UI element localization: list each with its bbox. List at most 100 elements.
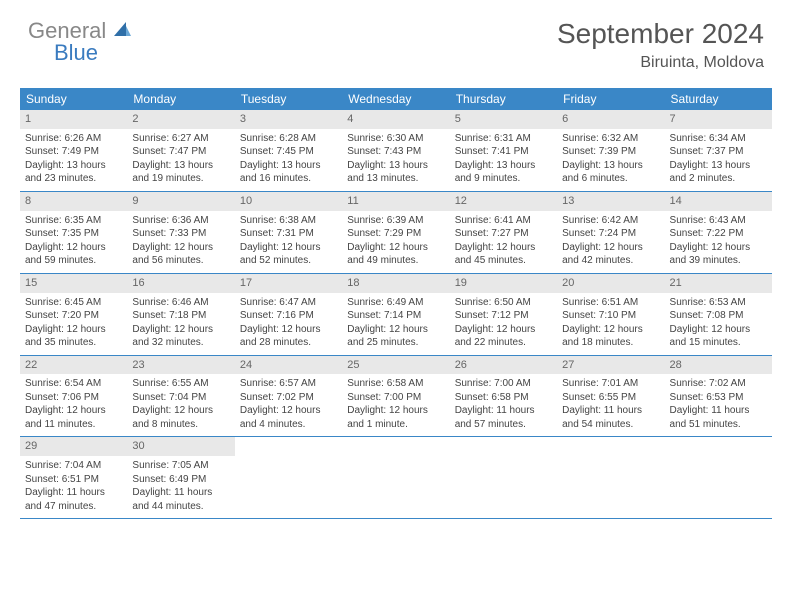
sunset-line: Sunset: 7:39 PM bbox=[562, 145, 659, 159]
weekday-header: Thursday bbox=[450, 88, 557, 110]
daylight-line: Daylight: 11 hours and 44 minutes. bbox=[132, 486, 229, 513]
sunrise-line: Sunrise: 6:57 AM bbox=[240, 377, 337, 391]
day-cell: 4Sunrise: 6:30 AMSunset: 7:43 PMDaylight… bbox=[342, 110, 449, 191]
day-number: 27 bbox=[557, 356, 664, 375]
daylight-line: Daylight: 12 hours and 49 minutes. bbox=[347, 241, 444, 268]
sunset-line: Sunset: 6:55 PM bbox=[562, 391, 659, 405]
day-number: 2 bbox=[127, 110, 234, 129]
daylight-line: Daylight: 12 hours and 11 minutes. bbox=[25, 404, 122, 431]
day-cell: 20Sunrise: 6:51 AMSunset: 7:10 PMDayligh… bbox=[557, 274, 664, 355]
sunset-line: Sunset: 7:41 PM bbox=[455, 145, 552, 159]
day-cell: 27Sunrise: 7:01 AMSunset: 6:55 PMDayligh… bbox=[557, 356, 664, 437]
sunset-line: Sunset: 6:51 PM bbox=[25, 473, 122, 487]
weekday-header: Tuesday bbox=[235, 88, 342, 110]
day-cell: 18Sunrise: 6:49 AMSunset: 7:14 PMDayligh… bbox=[342, 274, 449, 355]
sunset-line: Sunset: 7:33 PM bbox=[132, 227, 229, 241]
day-body: Sunrise: 6:55 AMSunset: 7:04 PMDaylight:… bbox=[127, 374, 234, 436]
daylight-line: Daylight: 12 hours and 56 minutes. bbox=[132, 241, 229, 268]
day-body: Sunrise: 6:45 AMSunset: 7:20 PMDaylight:… bbox=[20, 293, 127, 355]
sunset-line: Sunset: 6:53 PM bbox=[670, 391, 767, 405]
day-number: 13 bbox=[557, 192, 664, 211]
day-cell: 8Sunrise: 6:35 AMSunset: 7:35 PMDaylight… bbox=[20, 192, 127, 273]
day-number: 20 bbox=[557, 274, 664, 293]
week-row: 8Sunrise: 6:35 AMSunset: 7:35 PMDaylight… bbox=[20, 192, 772, 274]
day-cell-empty bbox=[557, 437, 664, 518]
day-cell: 23Sunrise: 6:55 AMSunset: 7:04 PMDayligh… bbox=[127, 356, 234, 437]
weekday-header-row: SundayMondayTuesdayWednesdayThursdayFrid… bbox=[20, 88, 772, 110]
day-body: Sunrise: 6:41 AMSunset: 7:27 PMDaylight:… bbox=[450, 211, 557, 273]
day-body: Sunrise: 6:58 AMSunset: 7:00 PMDaylight:… bbox=[342, 374, 449, 436]
day-body: Sunrise: 6:32 AMSunset: 7:39 PMDaylight:… bbox=[557, 129, 664, 191]
sunrise-line: Sunrise: 6:36 AM bbox=[132, 214, 229, 228]
daylight-line: Daylight: 12 hours and 45 minutes. bbox=[455, 241, 552, 268]
sunset-line: Sunset: 7:00 PM bbox=[347, 391, 444, 405]
daylight-line: Daylight: 11 hours and 57 minutes. bbox=[455, 404, 552, 431]
sunset-line: Sunset: 7:37 PM bbox=[670, 145, 767, 159]
week-row: 1Sunrise: 6:26 AMSunset: 7:49 PMDaylight… bbox=[20, 110, 772, 192]
daylight-line: Daylight: 12 hours and 59 minutes. bbox=[25, 241, 122, 268]
day-cell: 19Sunrise: 6:50 AMSunset: 7:12 PMDayligh… bbox=[450, 274, 557, 355]
day-cell: 30 Sunrise: 7:05 AMSunset: 6:49 PMDayligh… bbox=[127, 437, 234, 518]
week-row: 29Sunrise: 7:04 AMSunset: 6:51 PMDayligh… bbox=[20, 437, 772, 519]
sunset-line: Sunset: 7:04 PM bbox=[132, 391, 229, 405]
day-number: 12 bbox=[450, 192, 557, 211]
sunset-line: Sunset: 7:06 PM bbox=[25, 391, 122, 405]
day-cell: 13Sunrise: 6:42 AMSunset: 7:24 PMDayligh… bbox=[557, 192, 664, 273]
day-cell: 10Sunrise: 6:38 AMSunset: 7:31 PMDayligh… bbox=[235, 192, 342, 273]
weeks-container: 1Sunrise: 6:26 AMSunset: 7:49 PMDaylight… bbox=[20, 110, 772, 519]
weekday-header: Saturday bbox=[665, 88, 772, 110]
daylight-line: Daylight: 13 hours and 9 minutes. bbox=[455, 159, 552, 186]
day-number: 24 bbox=[235, 356, 342, 375]
title-block: September 2024 Biruinta, Moldova bbox=[557, 18, 764, 72]
day-cell: 22Sunrise: 6:54 AMSunset: 7:06 PMDayligh… bbox=[20, 356, 127, 437]
sunset-line: Sunset: 7:35 PM bbox=[25, 227, 122, 241]
sunset-line: Sunset: 7:45 PM bbox=[240, 145, 337, 159]
sunset-line: Sunset: 7:24 PM bbox=[562, 227, 659, 241]
sunrise-line: Sunrise: 6:32 AM bbox=[562, 132, 659, 146]
sunrise-line: Sunrise: 6:58 AM bbox=[347, 377, 444, 391]
day-cell: 17Sunrise: 6:47 AMSunset: 7:16 PMDayligh… bbox=[235, 274, 342, 355]
daylight-line: Daylight: 12 hours and 28 minutes. bbox=[240, 323, 337, 350]
daylight-line: Daylight: 12 hours and 39 minutes. bbox=[670, 241, 767, 268]
day-cell: 5Sunrise: 6:31 AMSunset: 7:41 PMDaylight… bbox=[450, 110, 557, 191]
sunset-line: Sunset: 7:27 PM bbox=[455, 227, 552, 241]
daylight-line: Daylight: 12 hours and 25 minutes. bbox=[347, 323, 444, 350]
daylight-line: Daylight: 12 hours and 4 minutes. bbox=[240, 404, 337, 431]
daylight-line: Daylight: 13 hours and 19 minutes. bbox=[132, 159, 229, 186]
day-cell-empty bbox=[665, 437, 772, 518]
day-cell: 9Sunrise: 6:36 AMSunset: 7:33 PMDaylight… bbox=[127, 192, 234, 273]
location-label: Biruinta, Moldova bbox=[557, 54, 764, 72]
day-body: Sunrise: 7:01 AMSunset: 6:55 PMDaylight:… bbox=[557, 374, 664, 436]
day-body: Sunrise: 7:02 AMSunset: 6:53 PMDaylight:… bbox=[665, 374, 772, 436]
daylight-line: Daylight: 12 hours and 32 minutes. bbox=[132, 323, 229, 350]
sunset-line: Sunset: 6:49 PM bbox=[132, 473, 229, 487]
daylight-line: Daylight: 13 hours and 2 minutes. bbox=[670, 159, 767, 186]
sunset-line: Sunset: 7:47 PM bbox=[132, 145, 229, 159]
day-number: 30 bbox=[127, 437, 234, 456]
sunset-line: Sunset: 7:29 PM bbox=[347, 227, 444, 241]
sunrise-line: Sunrise: 7:05 AM bbox=[132, 459, 229, 473]
day-cell: 26Sunrise: 7:00 AMSunset: 6:58 PMDayligh… bbox=[450, 356, 557, 437]
day-number: 10 bbox=[235, 192, 342, 211]
sunrise-line: Sunrise: 6:49 AM bbox=[347, 296, 444, 310]
sunrise-line: Sunrise: 6:38 AM bbox=[240, 214, 337, 228]
day-number: 4 bbox=[342, 110, 449, 129]
page-header: General Blue September 2024 Biruinta, Mo… bbox=[0, 0, 792, 80]
day-number: 6 bbox=[557, 110, 664, 129]
sunset-line: Sunset: 7:43 PM bbox=[347, 145, 444, 159]
day-body: Sunrise: 6:38 AMSunset: 7:31 PMDaylight:… bbox=[235, 211, 342, 273]
day-body: Sunrise: 6:43 AMSunset: 7:22 PMDaylight:… bbox=[665, 211, 772, 273]
sunrise-line: Sunrise: 6:41 AM bbox=[455, 214, 552, 228]
day-body: Sunrise: 6:47 AMSunset: 7:16 PMDaylight:… bbox=[235, 293, 342, 355]
daylight-line: Daylight: 13 hours and 23 minutes. bbox=[25, 159, 122, 186]
day-body: Sunrise: 6:53 AMSunset: 7:08 PMDaylight:… bbox=[665, 293, 772, 355]
day-cell: 25Sunrise: 6:58 AMSunset: 7:00 PMDayligh… bbox=[342, 356, 449, 437]
sunrise-line: Sunrise: 6:46 AM bbox=[132, 296, 229, 310]
sunrise-line: Sunrise: 6:28 AM bbox=[240, 132, 337, 146]
sunrise-line: Sunrise: 6:42 AM bbox=[562, 214, 659, 228]
day-cell-empty bbox=[235, 437, 342, 518]
day-number: 17 bbox=[235, 274, 342, 293]
sunrise-line: Sunrise: 6:50 AM bbox=[455, 296, 552, 310]
daylight-line: Daylight: 11 hours and 54 minutes. bbox=[562, 404, 659, 431]
day-body: Sunrise: 6:50 AMSunset: 7:12 PMDaylight:… bbox=[450, 293, 557, 355]
